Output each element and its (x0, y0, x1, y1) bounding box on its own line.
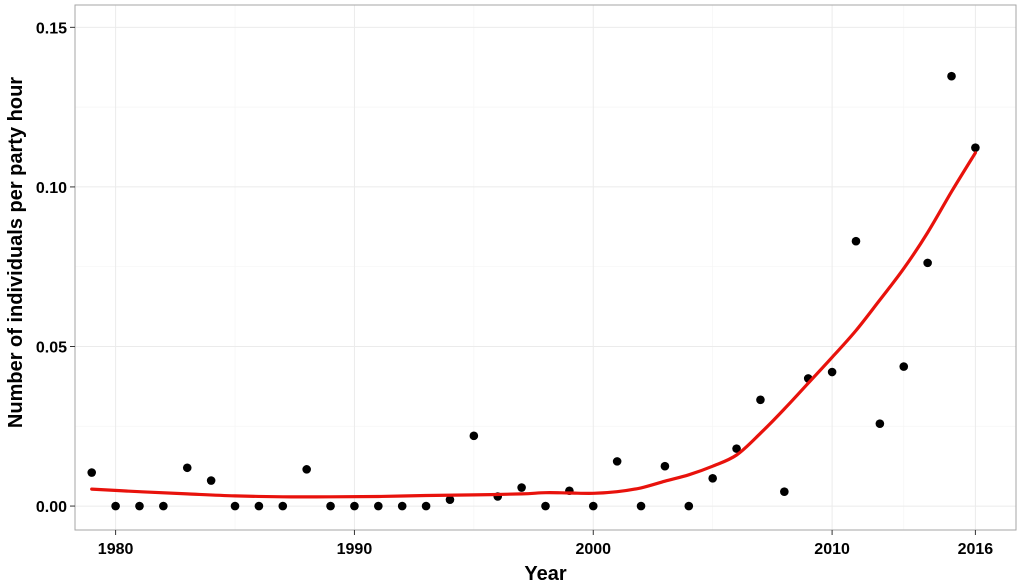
data-point (159, 501, 168, 511)
y-axis-title: Number of individuals per party hour (5, 77, 27, 428)
data-point (971, 143, 980, 152)
data-point (851, 236, 861, 246)
panel-border (74, 4, 1017, 531)
y-tick-label: 0.00 (36, 499, 67, 516)
data-point (684, 501, 694, 511)
data-point (923, 258, 932, 268)
data-point (660, 461, 670, 471)
x-axis-ticks: 1980 1990 2000 2010 2016 (98, 530, 993, 558)
data-point (397, 501, 407, 511)
data-point (326, 501, 335, 511)
y-axis-ticks: 0.00 0.05 0.10 0.15 (36, 20, 75, 516)
data-points (87, 71, 980, 511)
data-point (947, 71, 956, 81)
data-point (756, 395, 765, 405)
data-point (708, 473, 717, 483)
x-tick-label: 2010 (814, 541, 850, 558)
data-point (254, 501, 264, 511)
data-point (111, 501, 120, 511)
y-tick-label: 0.10 (36, 180, 67, 197)
x-tick-label: 1980 (98, 541, 134, 558)
data-point (230, 501, 240, 511)
data-point (87, 468, 97, 477)
grid-major-x (115, 5, 976, 530)
data-point (302, 465, 311, 474)
x-axis-title: Year (524, 563, 566, 585)
data-point (278, 501, 288, 511)
data-point (588, 501, 598, 511)
data-point (374, 501, 383, 511)
data-point (206, 476, 216, 485)
data-point (541, 501, 550, 511)
y-tick-label: 0.15 (36, 20, 67, 37)
data-point (350, 501, 359, 511)
data-point (612, 457, 622, 466)
x-tick-label: 1990 (337, 541, 373, 558)
data-point (517, 483, 526, 492)
data-point (732, 444, 741, 453)
data-point (636, 501, 646, 511)
data-point (780, 487, 789, 497)
trend-line (90, 151, 977, 499)
data-point (875, 419, 885, 429)
data-point (135, 501, 144, 511)
data-point (182, 463, 192, 473)
grid-minor-x (234, 5, 905, 530)
x-tick-label: 2016 (958, 541, 994, 558)
grid-minor-y (75, 106, 1016, 427)
data-point (421, 501, 431, 511)
data-point (469, 431, 479, 441)
data-point (445, 495, 455, 504)
data-point (827, 367, 837, 377)
data-point (899, 362, 909, 371)
y-tick-label: 0.05 (36, 339, 67, 356)
x-tick-label: 2000 (575, 541, 611, 558)
